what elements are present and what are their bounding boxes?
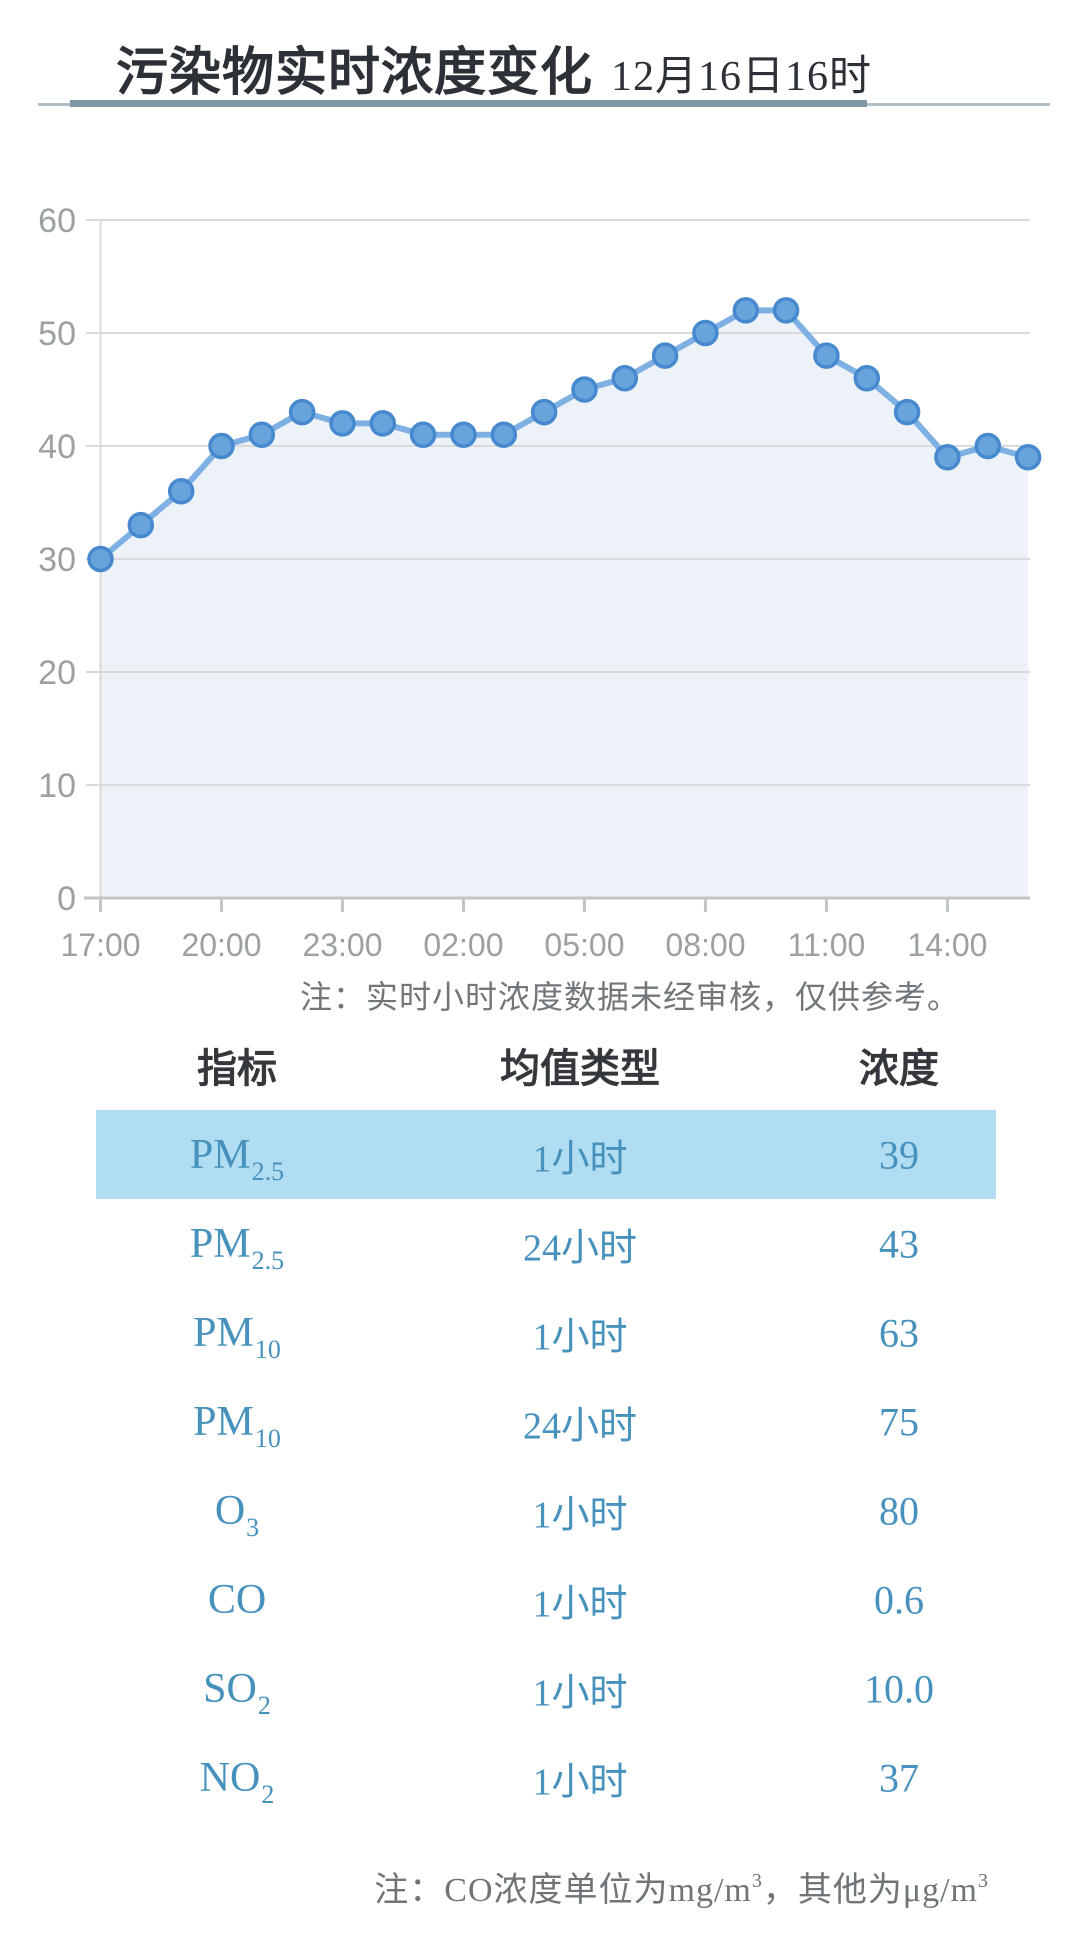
y-axis-label: 20 xyxy=(38,654,76,692)
data-point[interactable] xyxy=(1014,444,1042,471)
divider-thick-line xyxy=(70,100,867,107)
y-axis-label: 60 xyxy=(38,202,76,240)
data-point[interactable] xyxy=(772,297,800,324)
gridlines xyxy=(86,219,1030,786)
x-axis-label: 23:00 xyxy=(302,927,382,963)
table-row[interactable]: O3 1小时 80 xyxy=(96,1466,996,1555)
chart-note: 注：实时小时浓度数据未经审核，仅供参考。 xyxy=(299,979,960,1015)
y-axis-labels: 0 10 20 30 40 50 60 xyxy=(38,202,76,918)
concentration-cell: 37 xyxy=(879,1755,919,1800)
avg-type-cell: 24小时 xyxy=(522,1405,638,1447)
x-axis-label: 20:00 xyxy=(181,927,261,963)
unit-note-sup-2: 3 xyxy=(978,1870,989,1892)
data-point[interactable] xyxy=(530,398,558,426)
indicator-cell: PM10 xyxy=(193,1398,281,1453)
avg-type-cell: 24小时 xyxy=(522,1227,638,1269)
avg-type-cell: 1小时 xyxy=(532,1316,628,1358)
unit-note-text-1: 注：CO浓度单位为mg/m xyxy=(374,1872,752,1909)
y-axis-label: 40 xyxy=(38,428,76,466)
title-divider xyxy=(0,99,1080,109)
concentration-cell: 63 xyxy=(879,1310,919,1355)
data-point[interactable] xyxy=(934,444,961,471)
concentration-cell: 39 xyxy=(879,1132,919,1177)
x-axis-label: 17:00 xyxy=(60,927,140,963)
indicator-cell: SO2 xyxy=(203,1665,271,1720)
data-point[interactable] xyxy=(893,398,921,426)
concentration-cell: 10.0 xyxy=(864,1666,934,1711)
data-point[interactable] xyxy=(127,511,155,539)
data-point[interactable] xyxy=(409,421,437,448)
table-row[interactable]: PM2.5 1小时 39 xyxy=(96,1110,996,1199)
x-axis-labels: 17:00 20:00 23:00 02:00 05:00 08:00 11:00 14:00 xyxy=(60,898,987,963)
table-row[interactable]: NO2 1小时 37 xyxy=(96,1733,996,1822)
table-row[interactable]: PM10 1小时 63 xyxy=(96,1288,996,1377)
table-row[interactable]: PM10 24小时 75 xyxy=(96,1377,996,1466)
unit-note: 注：CO浓度单位为mg/m3，其他为μg/m3 xyxy=(374,1862,989,1911)
table-header-row: 指标 均值类型 浓度 xyxy=(96,1020,996,1110)
data-point[interactable] xyxy=(369,410,397,437)
data-point[interactable] xyxy=(87,545,114,573)
data-point[interactable] xyxy=(853,364,881,392)
concentration-cell: 75 xyxy=(879,1399,919,1444)
data-point[interactable] xyxy=(167,477,195,505)
table-row[interactable]: SO2 1小时 10.0 xyxy=(96,1644,996,1733)
data-point[interactable] xyxy=(692,319,719,347)
x-axis-label: 08:00 xyxy=(665,927,745,963)
x-axis-label: 14:00 xyxy=(907,927,987,963)
data-point[interactable] xyxy=(490,421,518,448)
y-axis-label: 10 xyxy=(38,767,76,805)
concentration-cell: 43 xyxy=(879,1221,919,1266)
y-axis-label: 50 xyxy=(38,315,76,353)
data-point[interactable] xyxy=(651,342,679,369)
concentration-line-chart[interactable]: 0 10 20 30 40 50 60 17:00 20:00 23:00 02:00 05:00 08… xyxy=(0,150,1080,980)
concentration-cell: 0.6 xyxy=(874,1577,924,1622)
table-body: PM2.5 1小时 39 PM2.5 24小时 43 PM10 1小时 63 PM10 24小时 75… xyxy=(96,1110,996,1822)
y-axis-label: 0 xyxy=(57,880,76,918)
unit-note-sup-1: 3 xyxy=(751,1870,763,1892)
indicator-cell: NO2 xyxy=(199,1754,275,1809)
x-axis-label: 02:00 xyxy=(423,927,503,963)
avg-type-cell: 1小时 xyxy=(532,1761,628,1803)
page-title-datetime: 12月16日16时 xyxy=(611,54,873,100)
indicator-cell: PM10 xyxy=(193,1309,281,1364)
unit-note-text-2: ，其他为μg/m xyxy=(762,1872,978,1909)
data-point[interactable] xyxy=(611,364,639,392)
table-header-indicator: 指标 xyxy=(197,1046,277,1091)
indicator-cell: CO xyxy=(207,1576,267,1623)
avg-type-cell: 1小时 xyxy=(532,1672,628,1714)
data-point[interactable] xyxy=(208,432,235,460)
data-point[interactable] xyxy=(732,297,760,324)
avg-type-cell: 1小时 xyxy=(532,1138,628,1180)
data-point[interactable] xyxy=(974,432,1002,460)
data-point[interactable] xyxy=(813,342,840,369)
avg-type-cell: 1小时 xyxy=(532,1494,628,1536)
table-row[interactable]: PM2.5 24小时 43 xyxy=(96,1199,996,1288)
data-point[interactable] xyxy=(571,376,598,403)
y-axis-label: 30 xyxy=(38,541,76,579)
concentration-cell: 80 xyxy=(879,1488,919,1533)
area-fill xyxy=(100,310,1029,898)
data-point[interactable] xyxy=(248,421,276,448)
page-title: 污染物实时浓度变化 12月16日16时 xyxy=(116,30,872,102)
pollutant-table: 指标 均值类型 浓度 PM2.5 1小时 39 PM2.5 24小时 43 PM10 1小时 6… xyxy=(96,1020,996,1822)
avg-type-cell: 1小时 xyxy=(532,1583,628,1625)
data-point[interactable] xyxy=(288,398,316,426)
table-row[interactable]: CO 1小时 0.6 xyxy=(96,1555,996,1644)
indicator-cell: PM2.5 xyxy=(189,1131,285,1186)
page-title-text: 污染物实时浓度变化 xyxy=(116,45,594,102)
x-axis-label: 05:00 xyxy=(544,927,624,963)
x-axis-label: 11:00 xyxy=(788,927,866,963)
table-header-avg-type: 均值类型 xyxy=(500,1046,660,1091)
data-point[interactable] xyxy=(329,410,356,437)
data-point[interactable] xyxy=(450,421,477,448)
table-header-concentration: 浓度 xyxy=(859,1046,939,1091)
data-points xyxy=(87,297,1042,573)
indicator-cell: PM2.5 xyxy=(189,1220,285,1275)
indicator-cell: O3 xyxy=(214,1487,260,1542)
